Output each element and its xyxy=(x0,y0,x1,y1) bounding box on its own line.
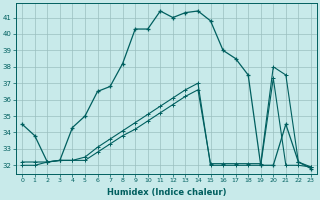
X-axis label: Humidex (Indice chaleur): Humidex (Indice chaleur) xyxy=(107,188,226,197)
